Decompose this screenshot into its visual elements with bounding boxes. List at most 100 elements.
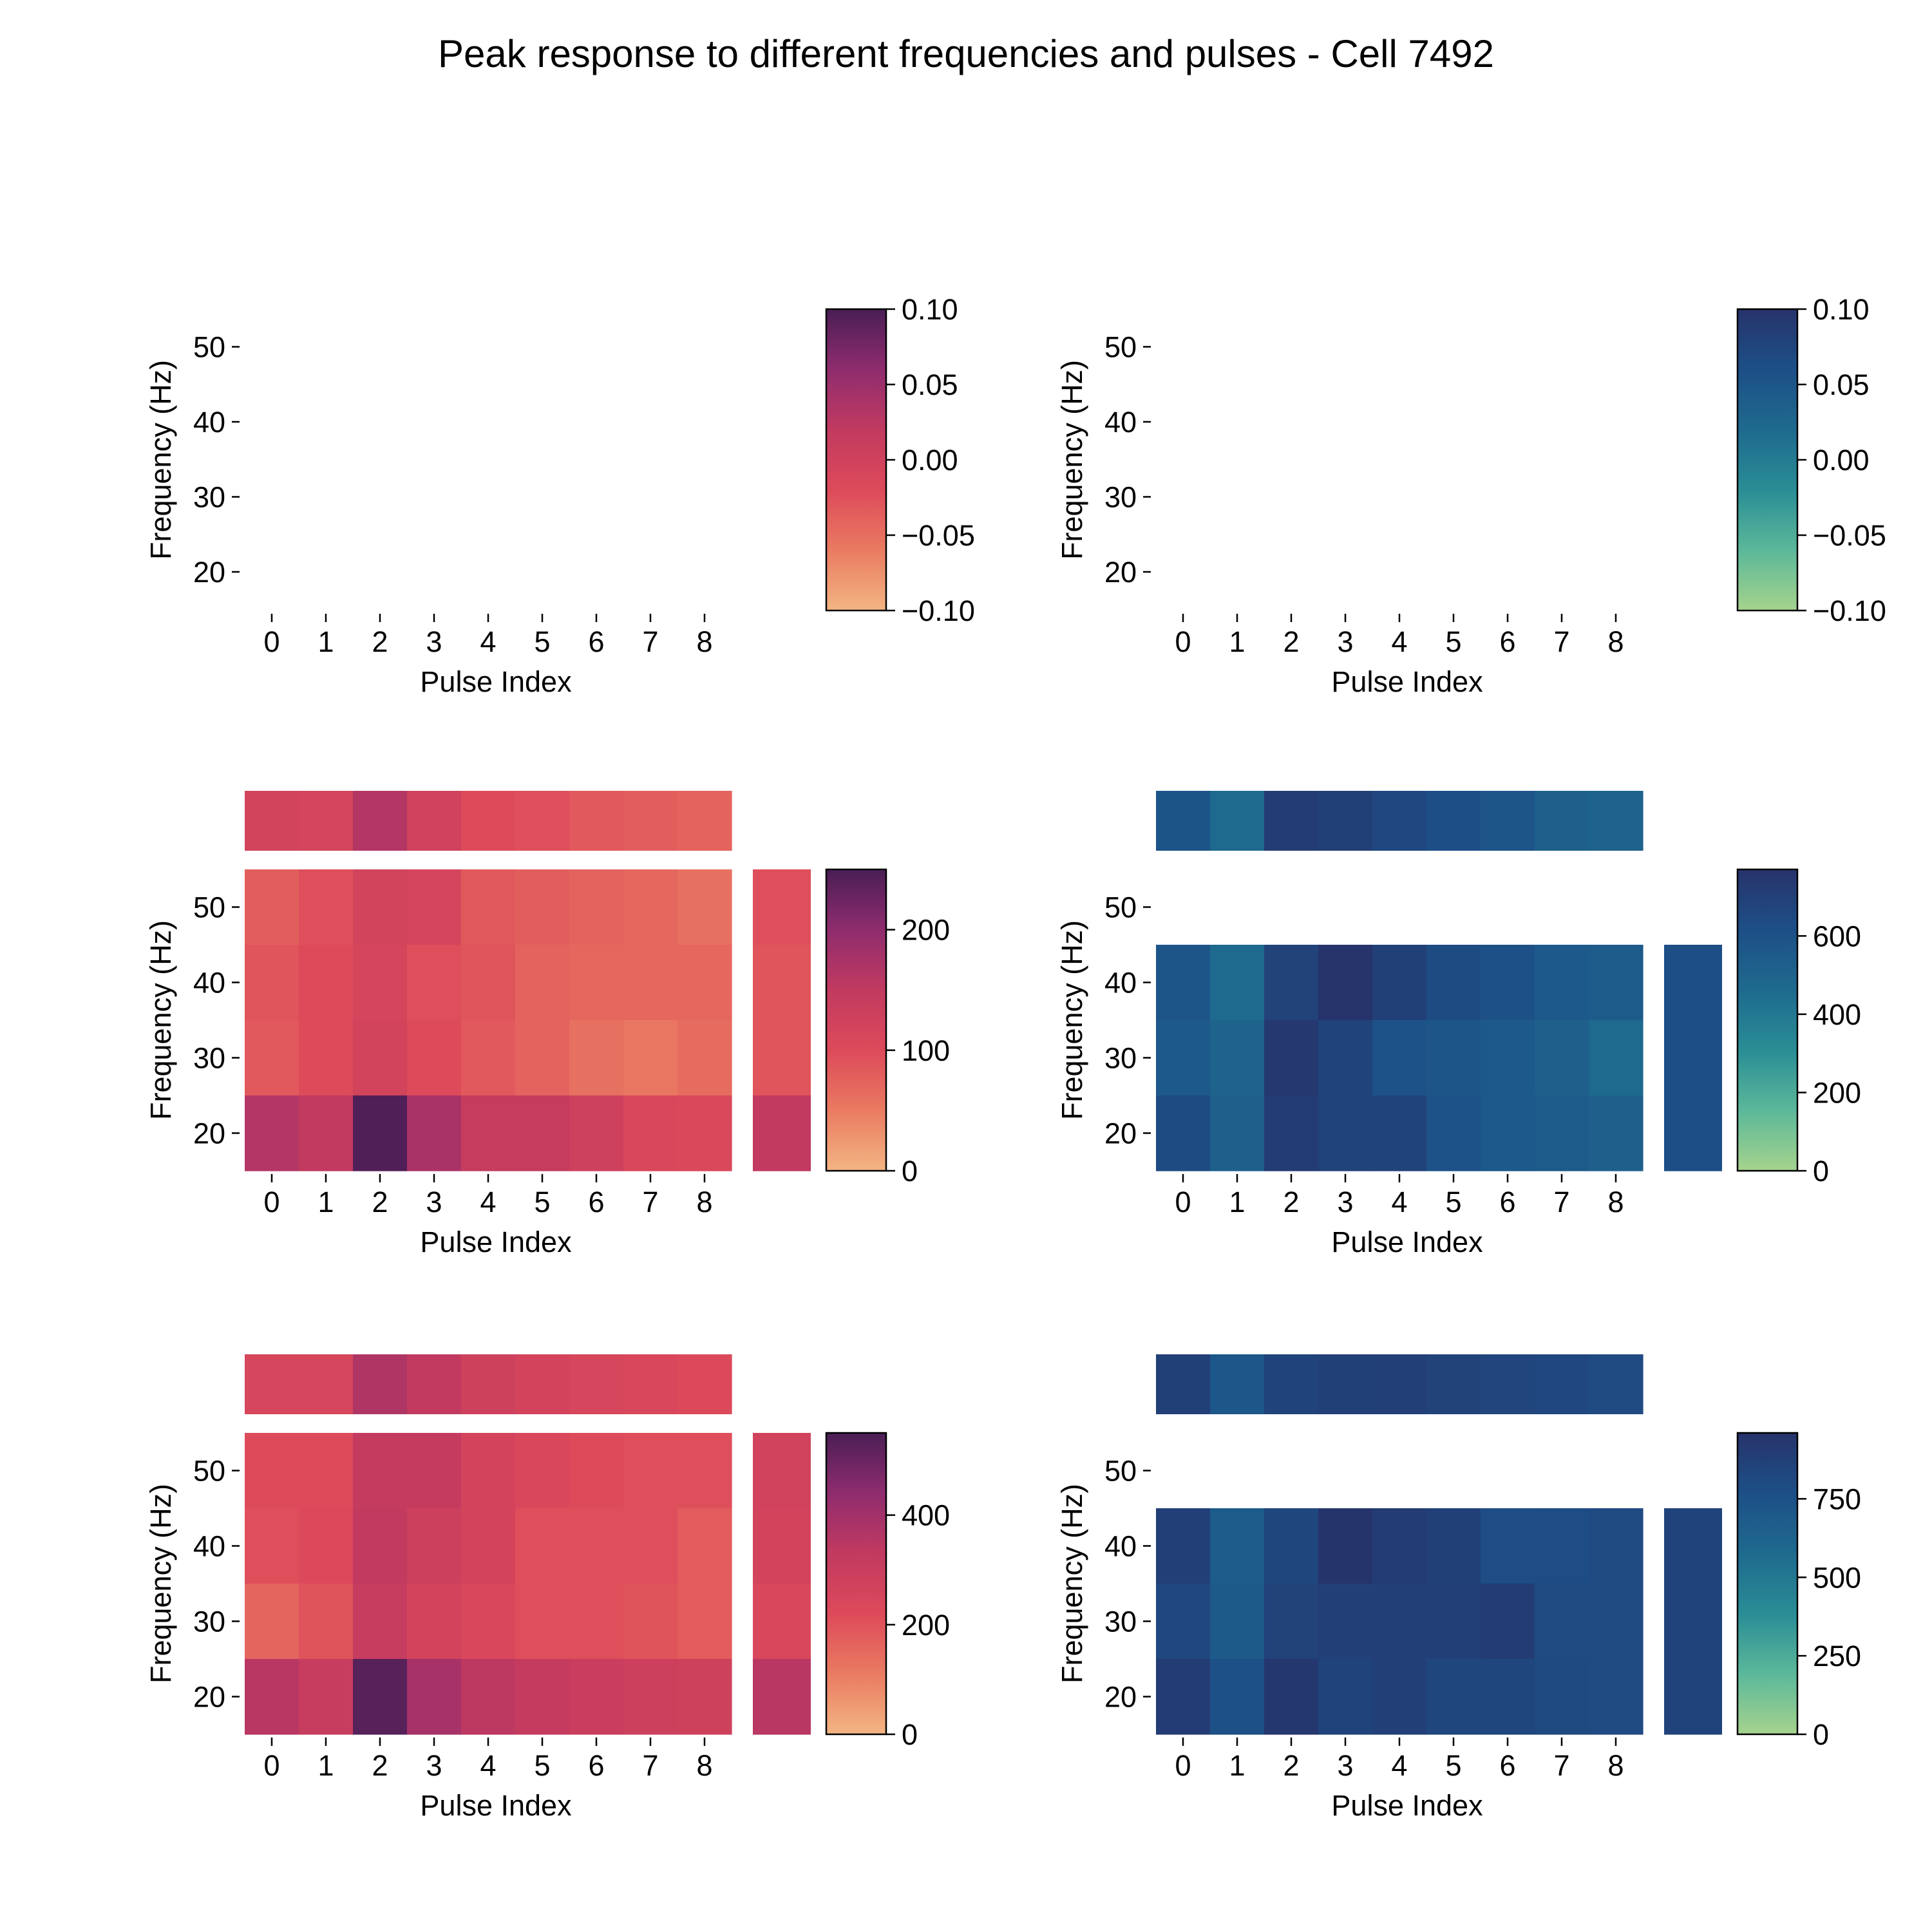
heatmap-cell (623, 1659, 678, 1735)
heatmap-cell (1318, 1020, 1373, 1096)
side-marginal-cell (1664, 1508, 1722, 1584)
top-marginal-cell (1318, 1354, 1373, 1414)
colorbar-tick-label: −0.10 (902, 594, 975, 627)
heatmap-cell (623, 1095, 678, 1171)
y-axis-label: Frequency (Hz) (144, 360, 177, 560)
heatmap-cell (1210, 1508, 1265, 1584)
heatmap-cell (461, 1659, 516, 1735)
x-tick-label: 5 (1445, 625, 1461, 658)
y-tick-label: 40 (193, 967, 225, 999)
heatmap-cell (1426, 1659, 1481, 1735)
top-marginal-cell (569, 1354, 624, 1414)
heatmap-cell (1318, 1659, 1373, 1735)
heatmap-cell (1426, 1584, 1481, 1660)
top-marginal-cell (677, 1354, 732, 1414)
heatmap-cell (1318, 1095, 1373, 1171)
heatmap-cell (1481, 1659, 1535, 1735)
heatmap-cell (407, 1020, 462, 1096)
x-tick-label: 0 (263, 625, 279, 658)
heatmap-cell (515, 1095, 570, 1171)
heatmap-cell (623, 1584, 678, 1660)
y-tick-label: 30 (1104, 1042, 1137, 1075)
x-tick-label: 1 (317, 625, 334, 658)
y-axis-label: Frequency (Hz) (1056, 1484, 1088, 1683)
top-marginal-cell (1535, 791, 1589, 851)
heatmap-cell (1481, 1584, 1535, 1660)
x-tick-label: 1 (1229, 1749, 1245, 1782)
side-marginal-cell (1664, 1095, 1722, 1171)
x-tick-label: 0 (263, 1749, 279, 1782)
side-marginal-cell (753, 1020, 811, 1096)
x-tick-label: 5 (534, 1749, 550, 1782)
top-marginal-cell (569, 791, 624, 851)
x-tick-label: 3 (1337, 1749, 1353, 1782)
heatmap-cell (569, 1659, 624, 1735)
heatmap-cell (677, 1020, 732, 1096)
top-marginal-cell (515, 1354, 570, 1414)
x-tick-label: 2 (1283, 1749, 1299, 1782)
heatmap-cell (353, 1508, 408, 1584)
top-marginal-cell (1481, 791, 1535, 851)
heatmap-cell (1589, 1659, 1643, 1735)
heatmap-cell (299, 945, 354, 1021)
heatmap-cell (1156, 1584, 1211, 1660)
heatmap-cell (1210, 1659, 1265, 1735)
colorbar-tick-label: 0 (1813, 1718, 1829, 1751)
x-axis-label: Pulse Index (1331, 1226, 1483, 1258)
heatmap-cell (515, 1584, 570, 1660)
heatmap-cell (245, 1508, 299, 1584)
x-tick-label: 0 (263, 1186, 279, 1218)
heatmap-cell (515, 869, 570, 945)
heatmap-cell (1481, 945, 1535, 1021)
colorbar-tick-label: 0.00 (902, 444, 958, 477)
x-tick-label: 8 (696, 1186, 712, 1218)
colorbar-tick-label: 200 (902, 914, 950, 947)
heatmap-cell (1210, 1095, 1265, 1171)
top-marginal-cell (1210, 1354, 1265, 1414)
colorbar (1736, 308, 1799, 612)
top-marginal-cell (1156, 791, 1211, 851)
x-tick-label: 5 (534, 625, 550, 658)
heatmap-cell (245, 1020, 299, 1096)
heatmap-cell (353, 1584, 408, 1660)
heatmap-cell (407, 1659, 462, 1735)
heatmap-cell (1426, 1095, 1481, 1171)
x-tick-label: 4 (480, 625, 496, 658)
heatmap-cell (353, 869, 408, 945)
heatmap-cell (569, 869, 624, 945)
heatmap-cell (677, 1584, 732, 1660)
side-marginal-cell (753, 1508, 811, 1584)
heatmap-cell (1156, 945, 1211, 1021)
y-tick-label: 50 (193, 1455, 225, 1488)
top-marginal-cell (1589, 791, 1643, 851)
heatmap-cell (1589, 1584, 1643, 1660)
top-marginal-cell (299, 791, 354, 851)
colorbar-tick-label: 100 (902, 1034, 950, 1067)
x-tick-label: 7 (1553, 1186, 1569, 1218)
top-marginal-cell (1318, 791, 1373, 851)
top-marginal-cell (1372, 1354, 1427, 1414)
heatmap-cell (1426, 945, 1481, 1021)
x-tick-label: 1 (1229, 1186, 1245, 1218)
heatmap-cell (407, 1095, 462, 1171)
x-tick-label: 6 (1499, 1186, 1515, 1218)
x-tick-label: 4 (1391, 1186, 1407, 1218)
colorbar-tick-label: 0.10 (1813, 293, 1870, 326)
heatmap-cell (245, 1095, 299, 1171)
x-tick-label: 3 (426, 1749, 442, 1782)
heatmap-panel-r1-left: 20 30 40 50 0 1 2 3 4 5 6 7 8 Pulse Index Frequency (H… (144, 293, 975, 698)
heatmap-cell (407, 1508, 462, 1584)
y-tick-label: 30 (193, 1605, 225, 1638)
heatmap-cell (677, 1508, 732, 1584)
x-tick-label: 3 (1337, 625, 1353, 658)
heatmap-cell (353, 1095, 408, 1171)
y-tick-label: 20 (1104, 1117, 1137, 1150)
colorbar-tick-label: 0.05 (1813, 368, 1870, 401)
heatmap-cell (1156, 1659, 1211, 1735)
top-marginal-cell (1264, 1354, 1319, 1414)
x-tick-label: 7 (1553, 625, 1569, 658)
heatmap-cell (623, 1508, 678, 1584)
heatmap-cell (461, 945, 516, 1021)
heatmap-cell (677, 1433, 732, 1509)
